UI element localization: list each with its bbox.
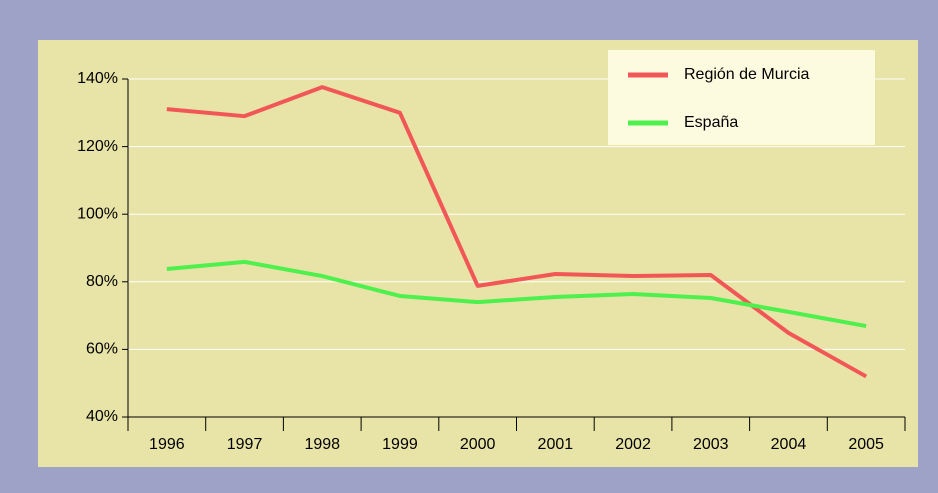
y-tick-label: 100% (77, 205, 118, 222)
x-tick-label: 2005 (848, 436, 884, 453)
y-tick-label: 80% (86, 273, 118, 290)
x-tick-label: 1999 (382, 436, 418, 453)
x-tick-label: 1998 (304, 436, 340, 453)
x-tick-label: 1996 (149, 436, 185, 453)
y-tick-label: 60% (86, 341, 118, 358)
x-tick-label: 1997 (227, 436, 263, 453)
x-tick-label: 2004 (771, 436, 807, 453)
series-line (166, 259, 867, 329)
legend-box (608, 50, 875, 145)
y-tick-label: 120% (77, 138, 118, 155)
y-tick-label: 40% (86, 408, 118, 425)
x-tick-label: 2001 (538, 436, 574, 453)
y-tick-label: 140% (77, 70, 118, 87)
x-tick-label: 2002 (615, 436, 651, 453)
legend-label: Región de Murcia (684, 66, 810, 83)
legend-label: España (684, 114, 738, 131)
x-tick-label: 2000 (460, 436, 496, 453)
x-tick-label: 2003 (693, 436, 729, 453)
